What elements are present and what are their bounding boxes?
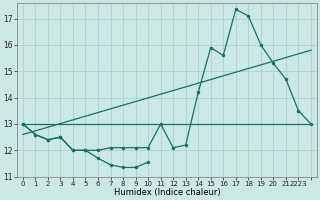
X-axis label: Humidex (Indice chaleur): Humidex (Indice chaleur) bbox=[114, 188, 220, 197]
